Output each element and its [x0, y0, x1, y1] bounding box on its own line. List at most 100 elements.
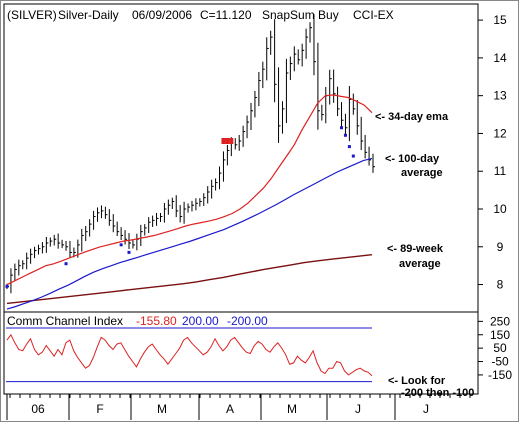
price-bar: [285, 58, 289, 124]
price-bar: [37, 244, 41, 255]
price-bar: [222, 151, 226, 182]
annotation-ma100-line2: average: [401, 167, 443, 179]
price-bar: [61, 239, 65, 249]
price-bar: [313, 14, 316, 76]
price-bar: [356, 100, 360, 135]
price-bar: [344, 113, 348, 135]
price-bar: [140, 224, 143, 247]
price-bar: [333, 69, 336, 103]
price-bar: [258, 72, 261, 107]
cci-y-tick-label: -150: [488, 368, 512, 382]
buy-marker: [343, 133, 347, 137]
buy-marker: [127, 250, 131, 254]
price-bar: [89, 219, 92, 237]
x-tick-label: M: [157, 402, 167, 416]
price-bar: [329, 69, 332, 105]
cci-y-tick-label: 250: [490, 314, 510, 328]
price-bar: [100, 205, 104, 219]
price-y-tick-label: 11: [494, 164, 507, 178]
x-tick-label: F: [96, 402, 103, 416]
sell-marker: [225, 138, 230, 144]
sell-marker: [221, 138, 226, 144]
price-bar: [281, 101, 285, 134]
price-bar: [211, 179, 214, 199]
cci-lower: -200.00: [227, 314, 268, 328]
x-tick-label: A: [226, 402, 234, 416]
price-bar: [187, 203, 191, 213]
price-y-tick-label: 9: [497, 240, 504, 254]
price-bar: [321, 104, 324, 121]
x-axis: 06 F M A M J J: [6, 394, 471, 420]
buy-marker: [119, 243, 123, 247]
cci-y-tick-label: 50: [493, 341, 507, 355]
header-date: 06/09/2006: [132, 8, 192, 22]
price-bar: [104, 206, 108, 219]
price-bar: [289, 56, 293, 80]
price-bar: [97, 207, 100, 222]
price-bar: [124, 230, 128, 245]
ma100-line: [6, 157, 373, 310]
price-bar: [22, 260, 25, 270]
price-bar: [270, 30, 273, 55]
price-bar: [93, 210, 96, 230]
price-bar: [262, 61, 265, 89]
price-bar: [30, 248, 33, 264]
price-bar: [234, 138, 238, 150]
price-bar: [219, 166, 222, 190]
price-y-ticks: 8 9 10 11 12 13 14 15: [478, 13, 507, 292]
price-y-tick-label: 12: [493, 126, 507, 140]
price-bar: [364, 134, 368, 159]
annotation-ma89w-line1: <- 89-week: [387, 243, 444, 255]
price-bar: [132, 239, 135, 249]
price-bar: [242, 125, 246, 147]
price-bar: [18, 259, 21, 276]
price-bar: [81, 228, 84, 252]
price-bar: [171, 197, 175, 209]
price-bar: [167, 199, 171, 215]
price-bar: [159, 212, 163, 223]
price-bar: [372, 153, 375, 173]
price-bar: [199, 198, 202, 207]
price-bar: [112, 214, 116, 233]
price-bar: [116, 221, 120, 237]
annotation-ma89w-line2: average: [399, 258, 441, 270]
price-bar: [266, 37, 269, 81]
price-bar: [203, 193, 206, 206]
price-bar: [274, 19, 277, 103]
annotation-cci-line1: <- Look for: [388, 375, 446, 387]
price-bar: [26, 252, 29, 270]
buy-marker: [5, 284, 9, 288]
buy-marker: [351, 154, 355, 158]
price-bar: [34, 246, 37, 259]
price-bar: [246, 115, 250, 139]
price-bar: [368, 146, 372, 166]
price-bar: [45, 236, 49, 253]
price-y-tick-label: 10: [493, 202, 507, 216]
price-bar: [317, 42, 320, 130]
signal-markers: [5, 126, 355, 288]
price-bar: [293, 46, 297, 72]
annotation-cci-line2: -200 then -100: [401, 387, 474, 399]
price-y-tick-label: 8: [497, 278, 504, 292]
price-bar: [305, 28, 309, 59]
price-bar: [65, 240, 69, 251]
price-bar: [250, 102, 253, 131]
price-bar: [49, 237, 53, 247]
cci-y-tick-label: 150: [490, 328, 510, 342]
price-y-tick-label: 13: [493, 89, 507, 103]
price-bar: [352, 93, 356, 115]
sell-marker: [229, 138, 234, 144]
header-close: C=11.120: [200, 8, 252, 22]
price-bar: [175, 195, 179, 218]
price-bar: [152, 215, 155, 227]
price-bar: [195, 198, 198, 211]
annotation-ma100-line1: <- 100-day: [385, 153, 440, 165]
price-bar: [156, 212, 159, 226]
ema34-line: [6, 94, 373, 286]
price-bar: [341, 102, 344, 128]
price-bar: [53, 234, 57, 246]
price-y-tick-label: 15: [493, 13, 507, 27]
